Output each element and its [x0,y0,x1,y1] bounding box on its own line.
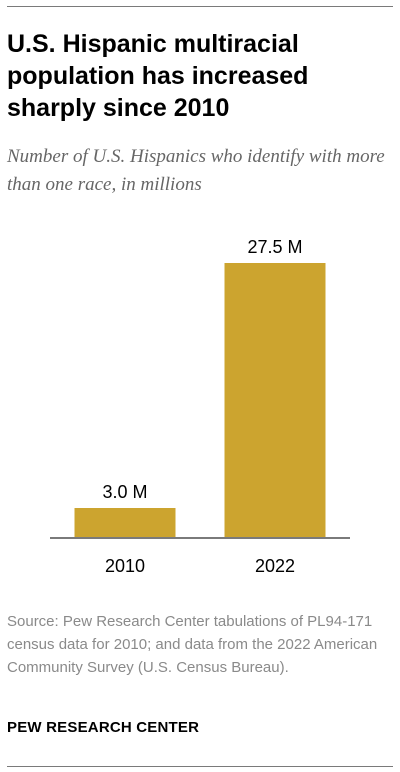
labels-group: 3.0 M 2010 27.5 M 2022 [102,237,302,576]
bar-2022 [224,263,326,538]
data-label-2022: 27.5 M [247,237,302,257]
top-rule [7,6,393,7]
bars-group [74,263,326,538]
x-tick-label-2010: 2010 [105,556,145,576]
x-tick-label-2022: 2022 [255,556,295,576]
bottom-rule [7,766,393,767]
chart-title: U.S. Hispanic multiracial population has… [7,30,309,122]
source-note: Source: Pew Research Center tabulations … [7,613,378,676]
bar-2010 [74,508,176,538]
chart-subtitle: Number of U.S. Hispanics who identify wi… [7,146,385,195]
data-label-2010: 3.0 M [102,482,147,502]
bar-chart: 3.0 M 2010 27.5 M 2022 [50,237,350,576]
pew-logo-text: PEW RESEARCH CENTER [7,719,200,736]
